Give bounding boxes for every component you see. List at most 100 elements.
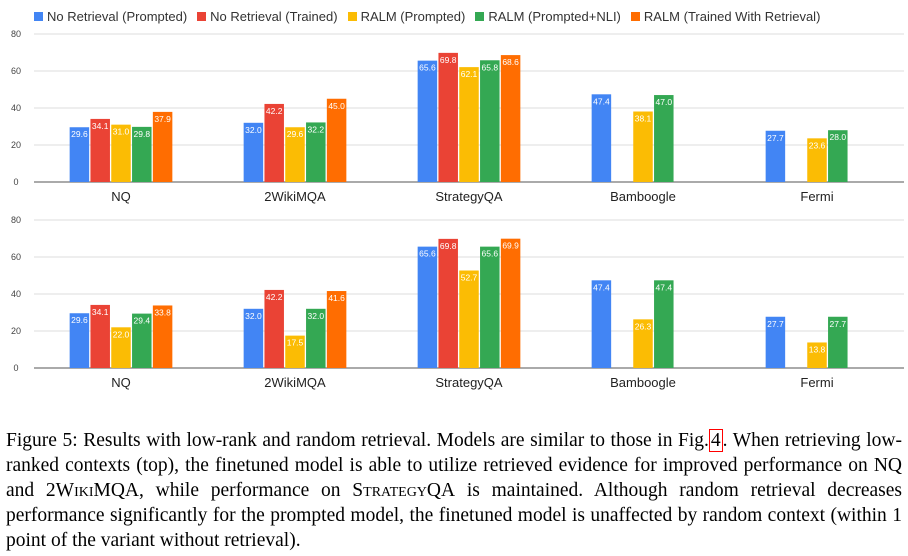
bottom-bar-value-label: 22.0: [113, 329, 130, 339]
top-bar-2wikimqa-ralm-trained-with-retrieval: [326, 98, 347, 182]
top-bar-fermi-ralm-prompted-nli: [828, 130, 848, 182]
bottom-bar-strategyqa-no-retrieval-prompted: [417, 246, 438, 368]
bottom-y-tick-label: 20: [11, 326, 21, 336]
caption-part-3: , while performance on: [139, 480, 353, 501]
figure-caption: Figure 5: Results with low-rank and rand…: [6, 428, 902, 553]
bottom-bar-strategyqa-no-retrieval-trained: [438, 238, 458, 368]
bottom-bar-value-label: 26.3: [635, 321, 652, 331]
bottom-bar-value-label: 17.5: [287, 338, 304, 348]
top-bar-fermi-ralm-prompted: [807, 138, 827, 182]
bottom-bar-strategyqa-ralm-prompted: [459, 270, 479, 368]
caption-dataset-strategyqa: StrategyQA: [352, 480, 456, 501]
bottom-bar-value-label: 52.7: [461, 273, 478, 283]
top-bar-2wikimqa-no-retrieval-trained: [264, 103, 284, 182]
top-y-tick-label: 60: [11, 66, 21, 76]
legend-item-ralm-prompted: RALM (Prompted): [347, 8, 466, 24]
top-bar-value-label: 68.6: [502, 57, 519, 67]
top-bar-value-label: 69.8: [440, 55, 457, 65]
top-bar-nq-ralm-prompted-nli: [132, 126, 152, 182]
top-bar-value-label: 45.0: [328, 101, 345, 111]
top-bar-value-label: 31.0: [113, 127, 130, 137]
legend-swatch: [630, 11, 640, 21]
bottom-bar-2wikimqa-no-retrieval-trained: [264, 289, 284, 368]
top-bar-bamboogle-ralm-prompted-nli: [654, 95, 674, 182]
caption-part-4: is maintained. Although random retrieval…: [6, 480, 903, 551]
legend-item-no-retrieval-prompted: No Retrieval (Prompted): [34, 9, 187, 24]
top-bar-2wikimqa-ralm-prompted-nli: [306, 122, 326, 182]
top-bar-value-label: 23.6: [809, 140, 826, 150]
chart-legend: No Retrieval (Prompted) No Retrieval (Tra…: [34, 6, 894, 26]
bottom-y-tick-label: 60: [11, 252, 21, 262]
chart-bottom-random: 0 20 40 60 80 29.6 34.1 22.0 29.433.8 NQ 32.0 42.2 1…: [11, 215, 904, 390]
top-bar-bamboogle-no-retrieval-prompted: [591, 94, 612, 182]
bottom-bar-value-label: 47.4: [593, 282, 610, 292]
bottom-bar-value-label: 65.6: [482, 249, 499, 259]
bottom-bar-value-label: 65.6: [419, 249, 436, 259]
bottom-bar-2wikimqa-ralm-trained-with-retrieval: [326, 291, 347, 368]
caption-part-1: Figure 5: Results with low-rank and rand…: [6, 430, 709, 451]
legend-label: RALM (Trained With Retrieval): [643, 8, 821, 24]
figure-reference-link[interactable]: 4: [708, 429, 723, 452]
bottom-bar-value-label: 34.1: [92, 307, 109, 317]
legend-label: No Retrieval (Prompted): [47, 8, 188, 24]
legend-label: No Retrieval (Trained): [210, 8, 338, 24]
bottom-bar-bamboogle-ralm-prompted-nli: [654, 280, 674, 368]
top-bar-value-label: 38.1: [635, 114, 652, 124]
top-bar-strategyqa-no-retrieval-trained: [438, 52, 458, 183]
top-bar-2wikimqa-no-retrieval-prompted: [243, 122, 264, 182]
top-bar-nq-ralm-trained-with-retrieval: [152, 111, 173, 182]
top-y-tick-label: 0: [13, 177, 18, 187]
bottom-bar-value-label: 29.4: [134, 316, 151, 326]
top-bar-strategyqa-no-retrieval-prompted: [417, 60, 438, 182]
top-category-label-nq: NQ: [111, 189, 131, 204]
bottom-bar-2wikimqa-ralm-prompted: [285, 335, 305, 368]
top-bar-value-label: 47.4: [593, 96, 610, 106]
bottom-y-tick-label: 40: [11, 289, 21, 299]
bottom-bar-value-label: 69.9: [502, 241, 519, 251]
top-bar-value-label: 32.0: [245, 125, 262, 135]
top-bar-2wikimqa-ralm-prompted: [285, 127, 305, 182]
top-bar-value-label: 65.8: [482, 62, 499, 72]
bottom-y-tick-label: 80: [11, 215, 21, 225]
legend-swatch: [347, 11, 357, 21]
top-bar-nq-no-retrieval-prompted: [69, 127, 90, 182]
bottom-category-label-2wikimqa: 2WikiMQA: [264, 375, 326, 390]
chart-top-low-rank: 0 20 40 60 80 29.6 34.1 31.0 29.837.9 NQ 32.0 42.2 2…: [11, 29, 904, 204]
legend-swatch: [34, 11, 43, 21]
bottom-bar-value-label: 41.6: [328, 293, 345, 303]
legend-item-no-retrieval-trained: No Retrieval (Trained): [197, 8, 338, 24]
legend-label: RALM (Prompted): [360, 8, 466, 24]
legend-item-ralm-prompted-nli: RALM (Prompted+NLI): [475, 9, 621, 24]
top-bar-nq-no-retrieval-trained: [90, 118, 110, 182]
top-bar-value-label: 29.8: [134, 129, 151, 139]
top-bar-fermi-no-retrieval-prompted: [765, 130, 786, 182]
top-bar-value-label: 65.6: [419, 63, 436, 73]
top-bar-value-label: 42.2: [266, 106, 283, 116]
top-bar-strategyqa-ralm-trained-with-retrieval: [500, 55, 521, 183]
top-category-label-fermi: Fermi: [800, 189, 833, 204]
bottom-bar-value-label: 33.8: [154, 307, 171, 317]
bottom-bar-value-label: 27.7: [767, 319, 784, 329]
bottom-category-label-strategyqa: StrategyQA: [435, 375, 503, 390]
bottom-bar-value-label: 13.8: [809, 344, 826, 354]
bottom-bar-nq-no-retrieval-trained: [90, 304, 110, 368]
bottom-category-label-fermi: Fermi: [800, 375, 833, 390]
bottom-bar-nq-ralm-prompted-nli: [132, 313, 152, 368]
caption-part-2: . When retrieving low-ranked contexts (t…: [6, 430, 902, 501]
bottom-category-label-nq: NQ: [111, 375, 131, 390]
legend-swatch: [475, 11, 485, 21]
top-bar-value-label: 34.1: [92, 121, 109, 131]
bottom-bar-fermi-ralm-prompted-nli: [828, 316, 848, 368]
top-category-label-bamboogle: Bamboogle: [610, 189, 676, 204]
top-bar-value-label: 47.0: [656, 97, 673, 107]
top-y-tick-label: 20: [11, 140, 21, 150]
bottom-bar-value-label: 32.0: [308, 311, 325, 321]
top-bar-nq-ralm-prompted: [111, 124, 131, 182]
top-bar-value-label: 27.7: [767, 133, 784, 143]
top-y-tick-label: 40: [11, 103, 21, 113]
bottom-bar-nq-ralm-prompted: [111, 327, 131, 368]
top-bar-value-label: 62.1: [461, 69, 478, 79]
bottom-bar-strategyqa-ralm-trained-with-retrieval: [500, 238, 521, 368]
bottom-bar-strategyqa-ralm-prompted-nli: [480, 246, 500, 368]
bottom-bar-value-label: 32.0: [245, 311, 262, 321]
